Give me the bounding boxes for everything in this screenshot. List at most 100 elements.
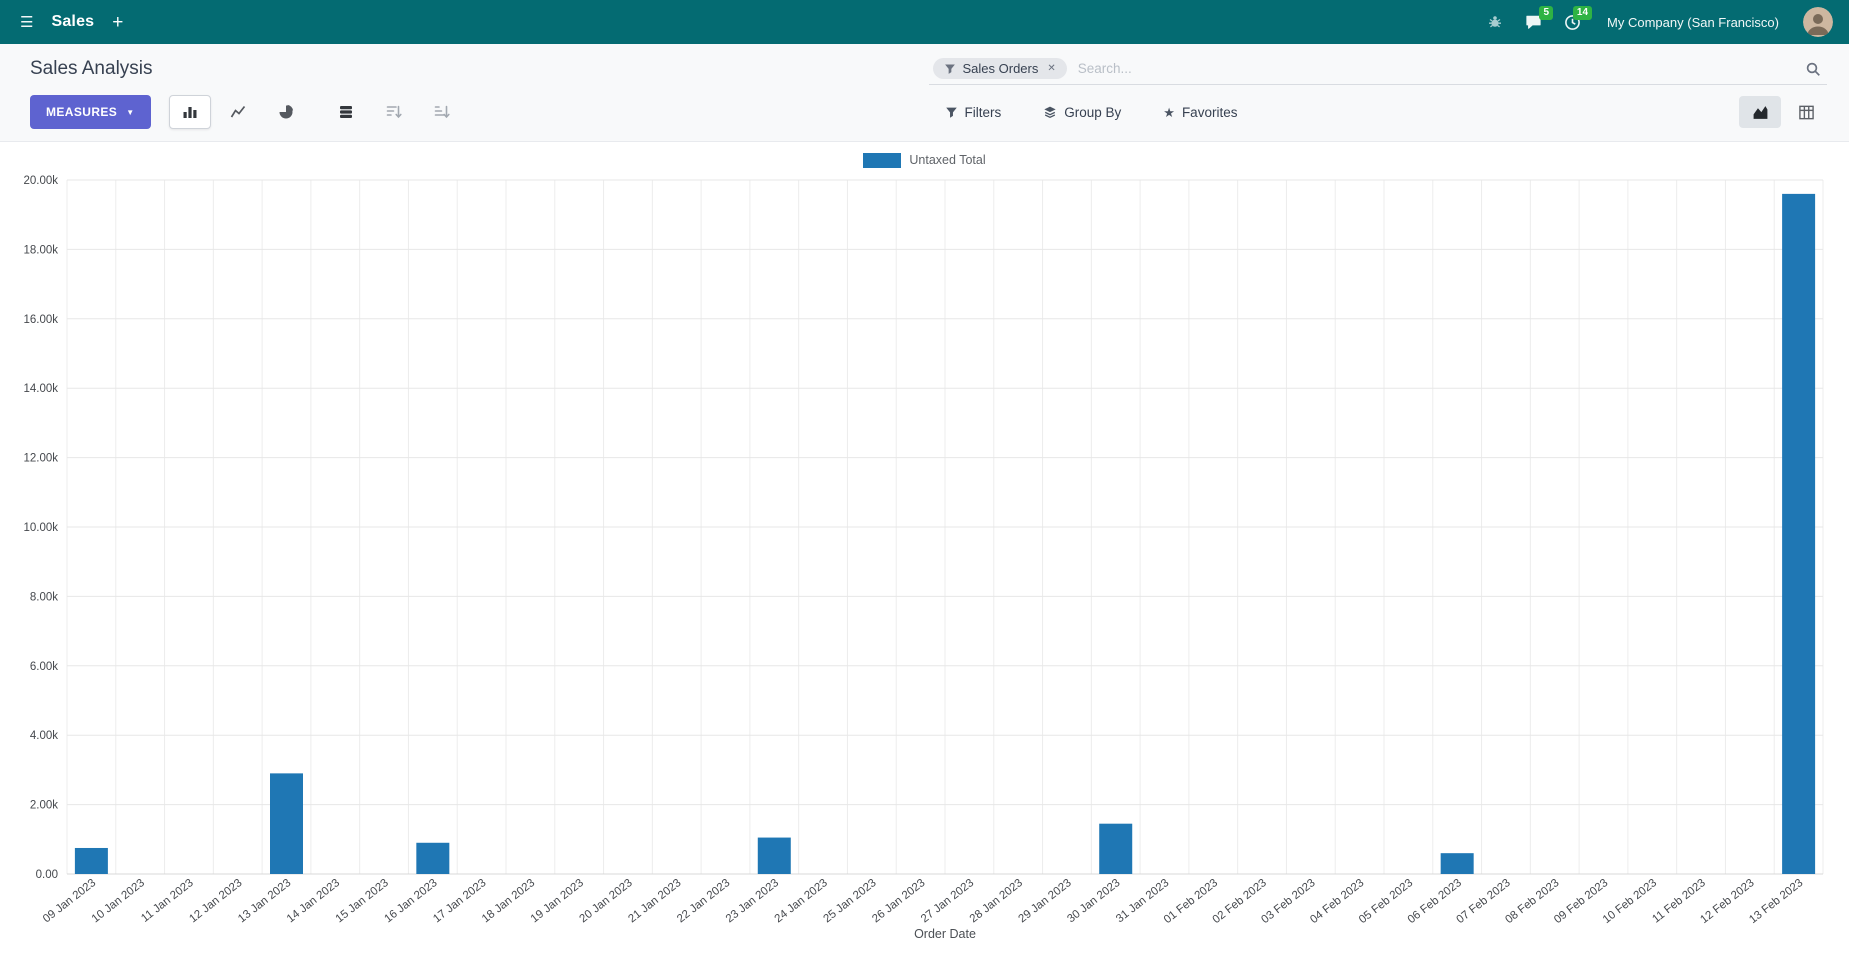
chart-type-group <box>168 95 307 129</box>
graph-view-button[interactable] <box>1739 96 1781 128</box>
view-switcher <box>1739 96 1827 128</box>
measures-label: MEASURES <box>46 105 118 119</box>
search-input[interactable] <box>1075 60 1796 77</box>
filters-button[interactable]: Filters <box>939 104 1008 121</box>
x-tick-label: 19 Jan 2023 <box>529 877 586 925</box>
apps-menu-button[interactable]: ☰ <box>16 11 37 33</box>
x-tick-label: 13 Feb 2023 <box>1747 877 1805 926</box>
x-tick-label: 27 Jan 2023 <box>919 877 976 925</box>
debug-button[interactable] <box>1485 12 1505 32</box>
y-tick-label: 12.00k <box>23 453 58 465</box>
navbar-right: 5 14 My Company (San Francisco) <box>1485 5 1833 37</box>
search-toolbar: Filters Group By ★ Favorites <box>929 96 1828 128</box>
breadcrumb-row: Sales Analysis Sales Orders ✕ <box>30 52 1827 86</box>
filter-tools: Filters Group By ★ Favorites <box>939 104 1244 121</box>
messages-button[interactable]: 5 <box>1523 5 1554 33</box>
x-tick-label: 22 Jan 2023 <box>675 877 732 925</box>
user-menu-button[interactable] <box>1803 7 1833 37</box>
plus-icon: + <box>112 11 124 33</box>
y-tick-label: 0.00 <box>36 869 58 881</box>
chart-bar[interactable] <box>1440 853 1474 874</box>
x-tick-label: 21 Jan 2023 <box>626 877 683 925</box>
sort-descending-icon <box>386 105 402 119</box>
search-icon <box>1806 62 1820 76</box>
close-icon: ✕ <box>1047 63 1056 74</box>
chart-bar[interactable] <box>416 842 450 874</box>
y-tick-label: 18.00k <box>23 244 58 256</box>
x-tick-label: 14 Jan 2023 <box>285 877 342 925</box>
menu-icon: ☰ <box>20 14 34 31</box>
graph-toolbar: MEASURES ▼ <box>30 95 929 129</box>
pivot-table-icon <box>1798 105 1814 119</box>
stacked-toggle-button[interactable] <box>325 95 367 129</box>
clock-icon <box>1565 14 1580 30</box>
x-tick-label: 30 Jan 2023 <box>1065 877 1122 925</box>
line-chart-icon <box>230 105 245 118</box>
user-avatar <box>1803 7 1833 37</box>
search-bar[interactable]: Sales Orders ✕ <box>928 53 1827 85</box>
sales-analysis-bar-chart: 0.00 2.00k 4.00k 6.00k 8.00k 10.00k 12.00k 14.0… <box>23 175 1824 941</box>
y-tick-label: 4.00k <box>30 730 58 742</box>
chevron-down-icon: ▼ <box>126 107 135 117</box>
chart-bar[interactable] <box>757 837 791 874</box>
search-facet-sales-orders[interactable]: Sales Orders ✕ <box>932 58 1067 79</box>
x-tick-label: 11 Jan 2023 <box>139 877 196 925</box>
x-tick-label: 18 Jan 2023 <box>480 877 537 925</box>
bar-chart-icon <box>183 107 197 118</box>
sort-descending-button[interactable] <box>373 95 415 129</box>
x-tick-label: 10 Jan 2023 <box>90 877 147 925</box>
chart-bar[interactable] <box>1099 823 1133 874</box>
search-submit-button[interactable] <box>1805 61 1821 77</box>
remove-facet-button[interactable]: ✕ <box>1047 63 1055 74</box>
chart-legend: Untaxed Total <box>0 142 1849 170</box>
legend-label: Untaxed Total <box>909 153 986 167</box>
x-tick-label: 23 Jan 2023 <box>724 877 781 925</box>
x-tick-label: 25 Jan 2023 <box>821 877 878 925</box>
pie-chart-mode-button[interactable] <box>265 95 307 129</box>
x-tick-label: 10 Feb 2023 <box>1601 877 1659 926</box>
new-window-button[interactable]: + <box>108 11 127 34</box>
filters-label: Filters <box>964 104 1002 120</box>
legend-swatch <box>863 152 902 168</box>
filter-funnel-icon <box>944 63 956 75</box>
chart-bar[interactable] <box>1782 193 1816 874</box>
bug-icon <box>1489 16 1502 28</box>
bar-chart-mode-button[interactable] <box>168 95 211 129</box>
pivot-view-button[interactable] <box>1785 96 1827 128</box>
x-tick-label: 29 Jan 2023 <box>1017 877 1074 925</box>
company-switcher[interactable]: My Company (San Francisco) <box>1601 14 1785 31</box>
favorites-button[interactable]: ★ Favorites <box>1157 104 1243 121</box>
x-tick-label: 20 Jan 2023 <box>578 877 635 925</box>
line-chart-mode-button[interactable] <box>217 95 259 129</box>
layers-icon <box>1043 105 1057 119</box>
area-chart-icon <box>1753 105 1767 119</box>
pie-chart-icon <box>279 104 293 119</box>
top-navbar: ☰ Sales + 5 <box>0 0 1849 44</box>
x-tick-label: 26 Jan 2023 <box>870 877 927 925</box>
filters-funnel-icon <box>945 106 958 119</box>
y-tick-label: 14.00k <box>23 383 58 395</box>
y-tick-label: 20.00k <box>23 175 58 187</box>
x-tick-label: 17 Jan 2023 <box>431 877 488 925</box>
group-by-label: Group By <box>1064 104 1122 120</box>
y-tick-label: 8.00k <box>30 591 58 603</box>
x-tick-label: 16 Jan 2023 <box>382 877 439 925</box>
stacked-icon <box>339 106 352 118</box>
measures-button[interactable]: MEASURES ▼ <box>30 95 151 129</box>
chart-bar[interactable] <box>270 773 303 874</box>
page-title: Sales Analysis <box>30 58 153 79</box>
activities-button[interactable]: 14 <box>1562 5 1593 33</box>
star-icon: ★ <box>1163 104 1175 120</box>
group-by-button[interactable]: Group By <box>1037 104 1127 121</box>
messages-count-badge: 5 <box>1539 5 1554 20</box>
search-facet-label: Sales Orders <box>962 61 1039 76</box>
y-tick-label: 2.00k <box>30 800 58 812</box>
x-tick-label: 12 Jan 2023 <box>187 877 244 925</box>
y-tick-label: 16.00k <box>23 314 58 326</box>
navbar-left: ☰ Sales + <box>16 11 127 34</box>
control-panel: Sales Analysis Sales Orders ✕ <box>0 44 1849 142</box>
chart-bar[interactable] <box>74 847 108 874</box>
favorites-label: Favorites <box>1181 104 1238 120</box>
sort-ascending-button[interactable] <box>421 95 463 129</box>
app-name[interactable]: Sales <box>51 13 95 30</box>
